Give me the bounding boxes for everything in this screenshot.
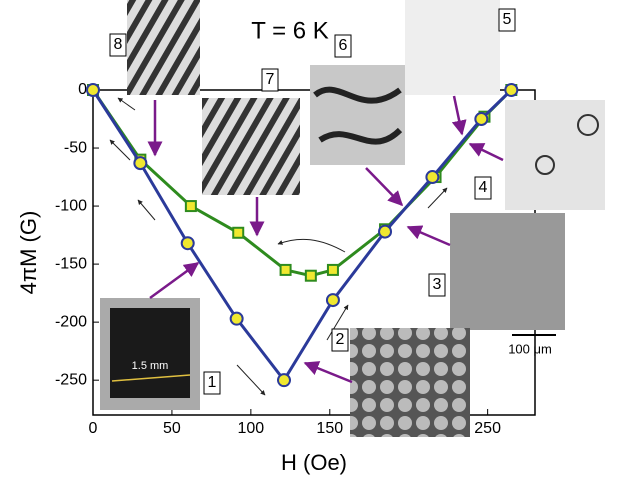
data-point <box>229 311 244 326</box>
label-box <box>109 33 127 57</box>
data-point <box>279 263 292 276</box>
y-tick-label: -150 <box>55 255 87 272</box>
annotation: 7 <box>266 71 275 88</box>
inset-image <box>405 0 500 95</box>
data-point <box>326 263 339 276</box>
data-point <box>180 236 195 251</box>
annotation: 4 <box>479 179 488 196</box>
x-tick-label: 0 <box>89 420 98 437</box>
sample <box>110 308 190 398</box>
annotation: T = 6 K <box>251 17 329 44</box>
inset-image <box>310 65 405 165</box>
y-axis-label: 4πM (G) <box>16 211 41 295</box>
annotation: 1.5 mm <box>132 360 169 372</box>
inset-image <box>450 213 565 330</box>
x-tick-label: 150 <box>316 420 343 437</box>
inset-image <box>350 328 470 437</box>
label-box <box>428 273 446 297</box>
inset-image <box>202 98 300 195</box>
annotation: 1 <box>208 374 217 391</box>
annotation: 100 μm <box>508 341 552 356</box>
y-tick-label: -250 <box>55 371 87 388</box>
data-point <box>474 112 489 127</box>
y-tick-label: 0 <box>78 81 87 98</box>
data-point <box>304 269 317 282</box>
data-point <box>277 373 292 388</box>
annotation: 6 <box>339 37 348 54</box>
series-line <box>91 88 513 383</box>
data-point <box>325 293 340 308</box>
x-axis-label: H (Oe) <box>281 450 347 475</box>
data-point <box>133 156 148 171</box>
data-point <box>504 83 519 97</box>
x-tick-label: 100 <box>238 420 265 437</box>
arrows <box>147 95 504 384</box>
y-tick-label: -200 <box>55 313 87 330</box>
data-point <box>425 170 440 185</box>
data-point <box>86 83 100 97</box>
annotation: 8 <box>114 36 123 53</box>
x-tick-label: 250 <box>474 420 501 437</box>
label-box <box>203 371 221 395</box>
label-box <box>331 328 349 352</box>
annotation: 2 <box>336 331 345 348</box>
annotation: 5 <box>503 11 512 28</box>
label-box <box>261 68 279 92</box>
data-point <box>184 200 197 213</box>
data-point <box>378 224 393 239</box>
label-box <box>498 8 516 32</box>
y-tick-label: -100 <box>55 197 87 214</box>
label-box <box>474 176 492 200</box>
label-box <box>334 34 352 58</box>
data-point <box>232 226 245 239</box>
inset-image <box>127 0 200 95</box>
y-tick-label: -50 <box>64 139 87 156</box>
annotations: T = 6 K 8 7 6 5 4 3 2 1 1.5 mm 100 μm <box>109 8 552 395</box>
insets <box>100 0 605 437</box>
x-tick-label: 50 <box>163 420 181 437</box>
sweep-arrows <box>109 97 448 396</box>
inset-image <box>505 100 605 210</box>
annotation: 3 <box>433 276 442 293</box>
